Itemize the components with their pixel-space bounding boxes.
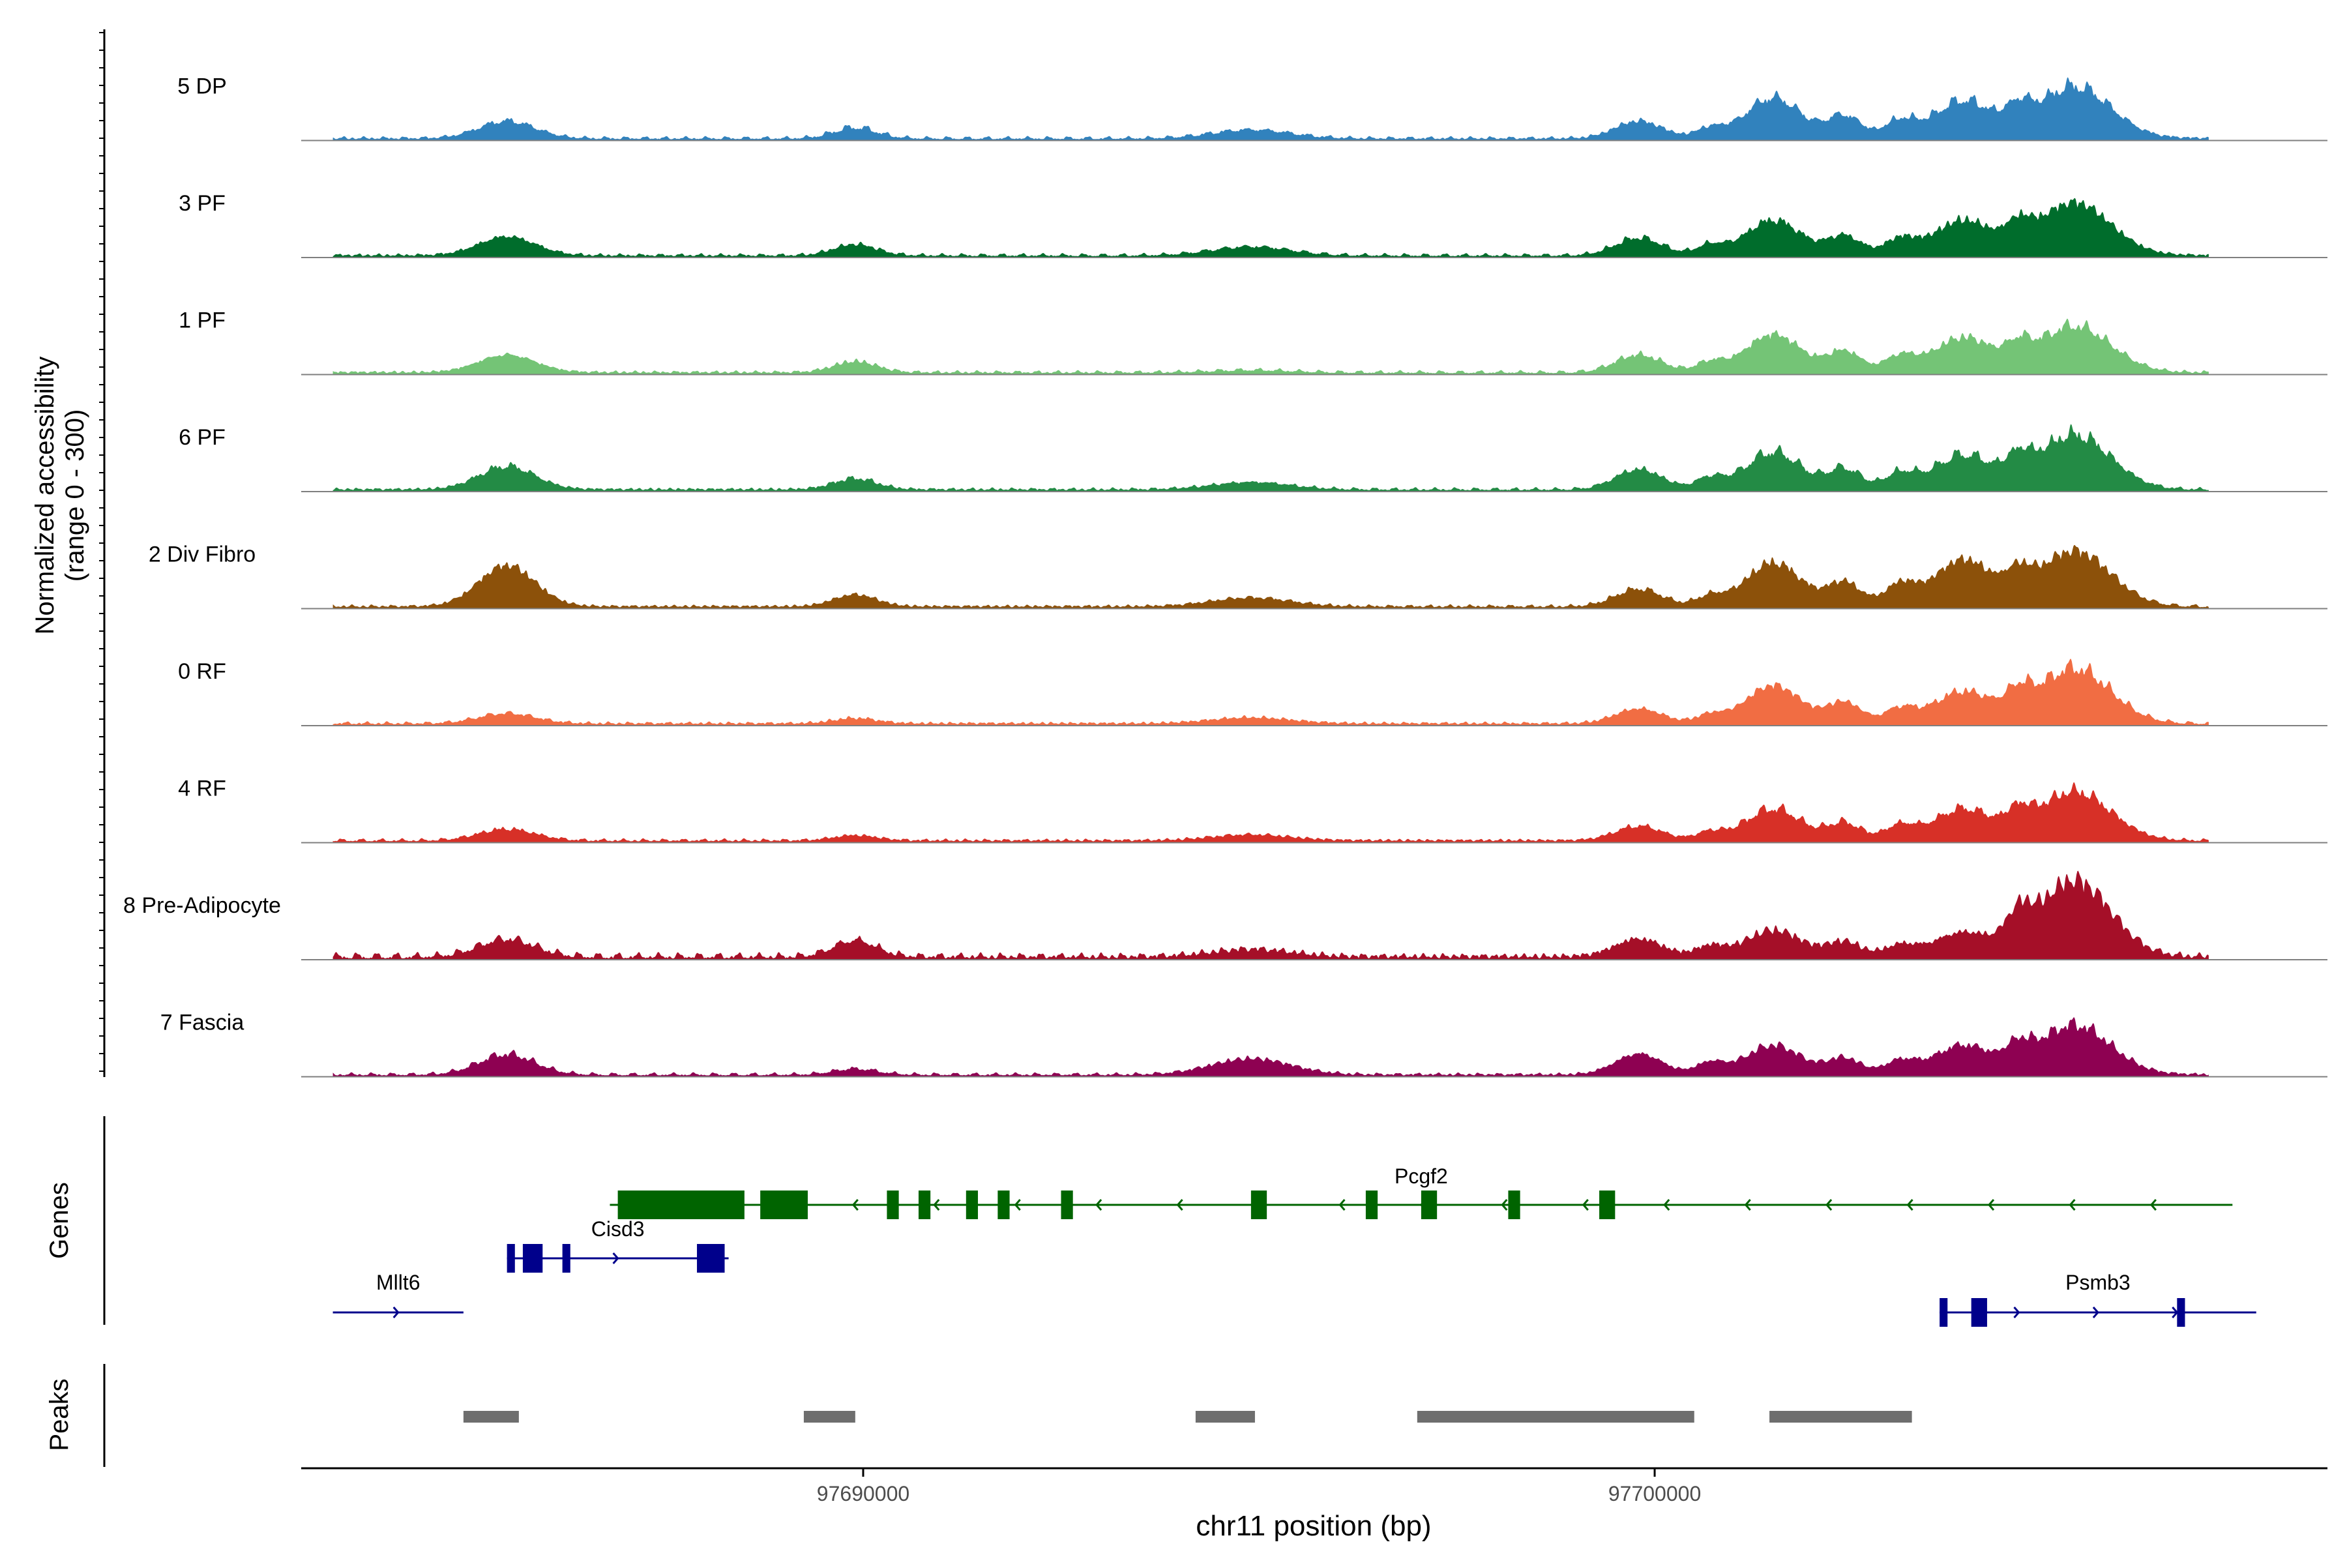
- coverage-area: [332, 870, 2209, 960]
- gene-exon: [2177, 1298, 2185, 1327]
- track-label: 7 Fascia: [160, 1011, 244, 1035]
- strand-arrow-icon: [2013, 1307, 2020, 1318]
- coverage-area: [332, 198, 2209, 258]
- coverage-area: [332, 77, 2209, 141]
- track-label: 2 Div Fibro: [149, 542, 256, 567]
- strand-arrow-icon: [1014, 1199, 1021, 1211]
- gene-exon: [1061, 1191, 1073, 1219]
- strand-arrow-icon: [392, 1307, 400, 1318]
- strand-arrow-icon: [933, 1199, 940, 1211]
- gene-exon: [617, 1191, 745, 1219]
- strand-arrow-icon: [2069, 1199, 2076, 1211]
- strand-arrow-icon: [1744, 1199, 1751, 1211]
- gene-exon: [1940, 1298, 1948, 1327]
- x-tick-label: 97690000: [817, 1482, 909, 1505]
- strand-arrow-icon: [1176, 1199, 1183, 1211]
- gene-exon: [1421, 1191, 1438, 1219]
- strand-arrow-icon: [1987, 1199, 1995, 1211]
- peak-region: [1195, 1411, 1255, 1423]
- peak-region: [463, 1411, 519, 1423]
- gene-label: Cisd3: [591, 1217, 645, 1241]
- coverage-area: [332, 424, 2209, 492]
- peak-region: [1769, 1411, 1912, 1423]
- track-label: 3 PF: [179, 191, 226, 216]
- strand-arrow-icon: [2092, 1307, 2099, 1318]
- peak-track: [103, 1364, 1912, 1467]
- coverage-area: [332, 782, 2209, 843]
- strand-arrow-icon: [1582, 1199, 1589, 1211]
- strand-arrow-icon: [2149, 1199, 2157, 1211]
- gene-label: Pcgf2: [1395, 1164, 1448, 1188]
- gene-exon: [1971, 1298, 1987, 1327]
- gene-exon: [1365, 1191, 1378, 1219]
- y-axis-label: Normalized accessibility: [31, 357, 59, 635]
- gene-exon: [966, 1191, 979, 1219]
- track-label: 4 RF: [178, 777, 226, 801]
- gene-exon: [507, 1244, 515, 1273]
- strand-arrow-icon: [851, 1199, 859, 1211]
- strand-arrow-icon: [612, 1252, 619, 1264]
- strand-arrow-icon: [1338, 1199, 1346, 1211]
- coverage-area: [332, 1017, 2209, 1077]
- track-label: 5 DP: [177, 74, 227, 99]
- strand-arrow-icon: [1663, 1199, 1670, 1211]
- coverage-tracks: 5 DP 3 PF 1 PF 6 PF 2 Div Fibro 0 RF 4 RF 8 Pre…: [99, 29, 2327, 1078]
- track-label: 6 PF: [179, 425, 226, 450]
- gene-label: Mllt6: [376, 1271, 421, 1294]
- gene-exon: [1508, 1191, 1520, 1219]
- x-axis-title: chr11 position (bp): [1196, 1510, 1431, 1542]
- strand-arrow-icon: [1906, 1199, 1913, 1211]
- coverage-area: [332, 318, 2209, 375]
- gene-exon: [697, 1244, 725, 1273]
- peak-region: [803, 1411, 855, 1423]
- gene-track: Pcgf2 Cisd3 Mllt6 Psmb3: [103, 1116, 2256, 1327]
- genes-track-label: Genes: [45, 1182, 74, 1259]
- track-label: 1 PF: [179, 308, 226, 333]
- y-axis-label-range: (range 0 - 300): [61, 409, 89, 582]
- strand-arrow-icon: [1095, 1199, 1102, 1211]
- gene-exon: [1250, 1191, 1267, 1219]
- peaks-track-label: Peaks: [45, 1378, 74, 1451]
- gene-exon: [760, 1191, 808, 1219]
- gene-exon: [997, 1191, 1010, 1219]
- track-label: 8 Pre-Adipocyte: [123, 893, 281, 918]
- gene-label: Psmb3: [2065, 1271, 2131, 1294]
- coverage-area: [332, 658, 2209, 726]
- gene-exon: [887, 1191, 899, 1219]
- gene-exon: [562, 1244, 570, 1273]
- x-tick-label: 97700000: [1608, 1482, 1701, 1505]
- gene-exon: [918, 1191, 931, 1219]
- gene-exon: [522, 1244, 543, 1273]
- strand-arrow-icon: [1501, 1199, 1508, 1211]
- x-axis: 97690000 97700000: [301, 1467, 2327, 1505]
- track-label: 0 RF: [178, 659, 226, 684]
- peak-region: [1417, 1411, 1694, 1423]
- strand-arrow-icon: [1825, 1199, 1833, 1211]
- coverage-area: [332, 544, 2209, 609]
- gene-exon: [1599, 1191, 1616, 1219]
